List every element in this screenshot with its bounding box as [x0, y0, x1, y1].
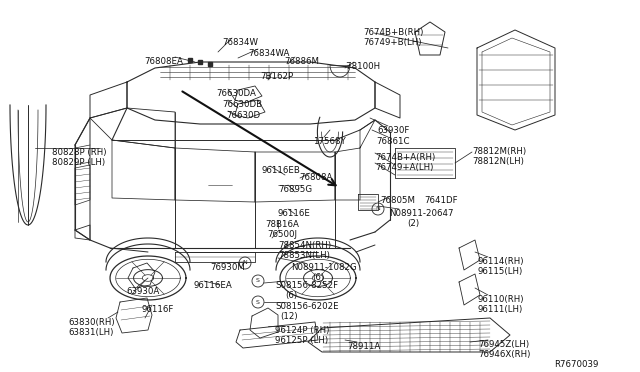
Text: 63930F: 63930F: [377, 126, 410, 135]
Text: 76749+A(LH): 76749+A(LH): [375, 163, 433, 172]
Text: 96116EA: 96116EA: [194, 281, 233, 290]
Text: N: N: [376, 206, 380, 212]
Text: 76808EA: 76808EA: [144, 57, 183, 66]
Text: 76834W: 76834W: [222, 38, 258, 47]
Text: 78853N(LH): 78853N(LH): [278, 251, 330, 260]
Text: 96116EB: 96116EB: [261, 166, 300, 175]
Text: 80829P (LH): 80829P (LH): [52, 158, 105, 167]
Text: S: S: [256, 299, 260, 305]
Text: N08911-1082G: N08911-1082G: [291, 263, 356, 272]
Text: 76930M: 76930M: [210, 263, 245, 272]
Text: R7670039: R7670039: [554, 360, 598, 369]
Text: 76945Z(LH): 76945Z(LH): [478, 340, 529, 349]
Text: 76861C: 76861C: [376, 137, 410, 146]
Text: S: S: [256, 279, 260, 283]
Text: (2): (2): [407, 219, 419, 228]
Text: N08911-20647: N08911-20647: [389, 209, 454, 218]
Text: N: N: [243, 260, 248, 266]
Text: S08156-8252F: S08156-8252F: [275, 281, 338, 290]
Text: 76500J: 76500J: [267, 230, 297, 239]
Text: 78812M(RH): 78812M(RH): [472, 147, 526, 156]
Text: 78B16A: 78B16A: [265, 220, 299, 229]
Text: 96110(RH): 96110(RH): [478, 295, 525, 304]
Text: (12): (12): [280, 312, 298, 321]
Text: 7674B+A(RH): 7674B+A(RH): [375, 153, 435, 162]
Text: 76630DA: 76630DA: [216, 89, 256, 98]
Text: 96124P (RH): 96124P (RH): [275, 326, 330, 335]
Text: 78911A: 78911A: [347, 342, 380, 351]
Text: 80828P (RH): 80828P (RH): [52, 148, 106, 157]
Text: 96116E: 96116E: [278, 209, 311, 218]
Text: 7641DF: 7641DF: [424, 196, 458, 205]
Text: 76808A: 76808A: [299, 173, 332, 182]
Text: 17568Y: 17568Y: [313, 137, 346, 146]
Text: 96125P (LH): 96125P (LH): [275, 336, 328, 345]
Text: 76946X(RH): 76946X(RH): [478, 350, 531, 359]
Text: (6): (6): [312, 273, 324, 282]
Text: 76749+B(LH): 76749+B(LH): [363, 38, 422, 47]
Text: 76805M: 76805M: [380, 196, 415, 205]
Text: 63831(LH): 63831(LH): [68, 328, 113, 337]
Text: 7B162P: 7B162P: [260, 72, 293, 81]
Text: 78854N(RH): 78854N(RH): [278, 241, 331, 250]
Text: 76895G: 76895G: [278, 185, 312, 194]
Text: 63930A: 63930A: [126, 287, 159, 296]
Text: 96116F: 96116F: [142, 305, 174, 314]
Text: S08156-6202E: S08156-6202E: [275, 302, 339, 311]
Text: -78100H: -78100H: [344, 62, 381, 71]
Text: 96114(RH): 96114(RH): [478, 257, 525, 266]
Text: 78812N(LH): 78812N(LH): [472, 157, 524, 166]
Text: 76834WA: 76834WA: [248, 49, 289, 58]
Text: (6): (6): [285, 291, 297, 300]
Text: 96115(LH): 96115(LH): [478, 267, 524, 276]
Text: 76630DB: 76630DB: [222, 100, 262, 109]
Text: 96111(LH): 96111(LH): [478, 305, 524, 314]
Text: 76630D: 76630D: [226, 111, 260, 120]
Text: 76886M: 76886M: [284, 57, 319, 66]
Text: 63830(RH): 63830(RH): [68, 318, 115, 327]
Text: 7674B+B(RH): 7674B+B(RH): [363, 28, 424, 37]
